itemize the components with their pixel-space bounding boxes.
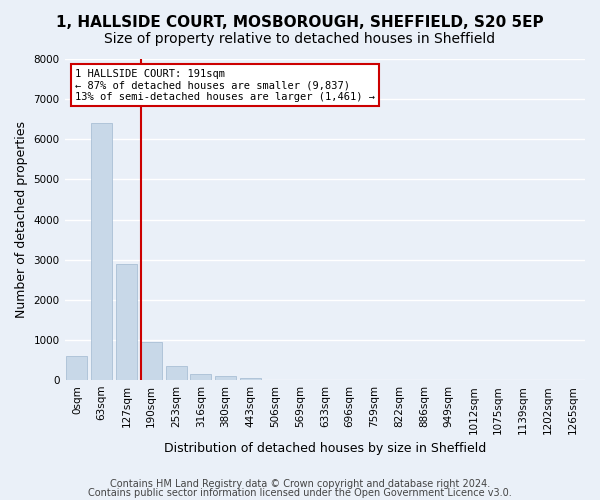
Bar <box>166 366 187 380</box>
Bar <box>190 374 211 380</box>
Text: 1, HALLSIDE COURT, MOSBOROUGH, SHEFFIELD, S20 5EP: 1, HALLSIDE COURT, MOSBOROUGH, SHEFFIELD… <box>56 15 544 30</box>
Bar <box>116 264 137 380</box>
X-axis label: Distribution of detached houses by size in Sheffield: Distribution of detached houses by size … <box>164 442 486 455</box>
Text: Contains HM Land Registry data © Crown copyright and database right 2024.: Contains HM Land Registry data © Crown c… <box>110 479 490 489</box>
Y-axis label: Number of detached properties: Number of detached properties <box>15 121 28 318</box>
Text: Contains public sector information licensed under the Open Government Licence v3: Contains public sector information licen… <box>88 488 512 498</box>
Bar <box>141 342 162 380</box>
Text: Size of property relative to detached houses in Sheffield: Size of property relative to detached ho… <box>104 32 496 46</box>
Bar <box>67 356 88 380</box>
Bar <box>240 378 261 380</box>
Bar <box>215 376 236 380</box>
Text: 1 HALLSIDE COURT: 191sqm
← 87% of detached houses are smaller (9,837)
13% of sem: 1 HALLSIDE COURT: 191sqm ← 87% of detach… <box>75 68 375 102</box>
Bar <box>91 123 112 380</box>
